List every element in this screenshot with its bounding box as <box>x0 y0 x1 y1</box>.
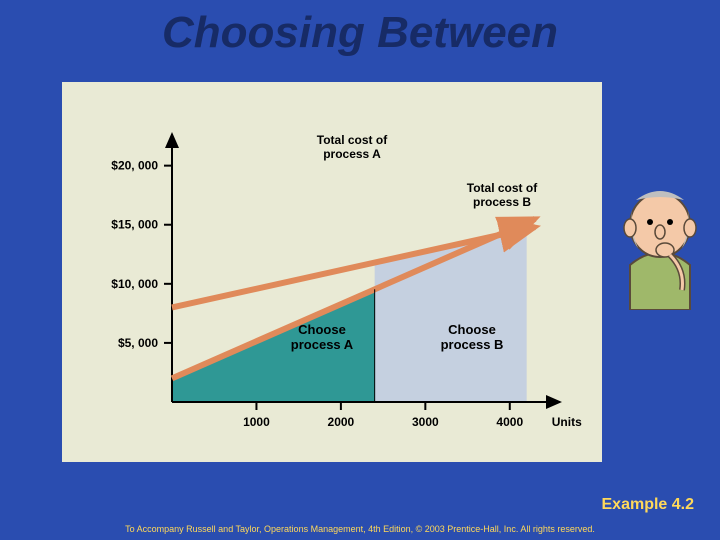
svg-text:1000: 1000 <box>243 415 270 429</box>
slide-title: Choosing Between <box>0 0 720 58</box>
svg-text:process B: process B <box>473 195 531 209</box>
svg-text:4000: 4000 <box>496 415 523 429</box>
chart-panel: $5, 000 $10, 000 $15, 000 $20, 000 1000 2000 3… <box>62 82 602 462</box>
thinking-character <box>610 170 710 315</box>
svg-text:Choose: Choose <box>448 322 496 337</box>
svg-text:$20, 000: $20, 000 <box>111 159 158 173</box>
svg-text:process A: process A <box>323 147 381 161</box>
svg-text:$10, 000: $10, 000 <box>111 277 158 291</box>
slide: Choosing Between $5, 000 $10, 000 $15, 000… <box>0 0 720 540</box>
svg-text:2000: 2000 <box>328 415 355 429</box>
svg-text:$5, 000: $5, 000 <box>118 336 158 350</box>
svg-text:Choose: Choose <box>298 322 346 337</box>
chart-svg: $5, 000 $10, 000 $15, 000 $20, 000 1000 2000 3… <box>62 82 602 462</box>
svg-text:$15, 000: $15, 000 <box>111 218 158 232</box>
svg-text:Total cost of: Total cost of <box>467 181 538 195</box>
svg-text:Units: Units <box>552 415 582 429</box>
svg-text:process B: process B <box>441 337 504 352</box>
footer-text: To Accompany Russell and Taylor, Operati… <box>0 524 720 534</box>
svg-text:3000: 3000 <box>412 415 439 429</box>
svg-text:Total cost of: Total cost of <box>317 133 388 147</box>
example-label: Example 4.2 <box>602 496 695 514</box>
svg-text:process A: process A <box>291 337 354 352</box>
